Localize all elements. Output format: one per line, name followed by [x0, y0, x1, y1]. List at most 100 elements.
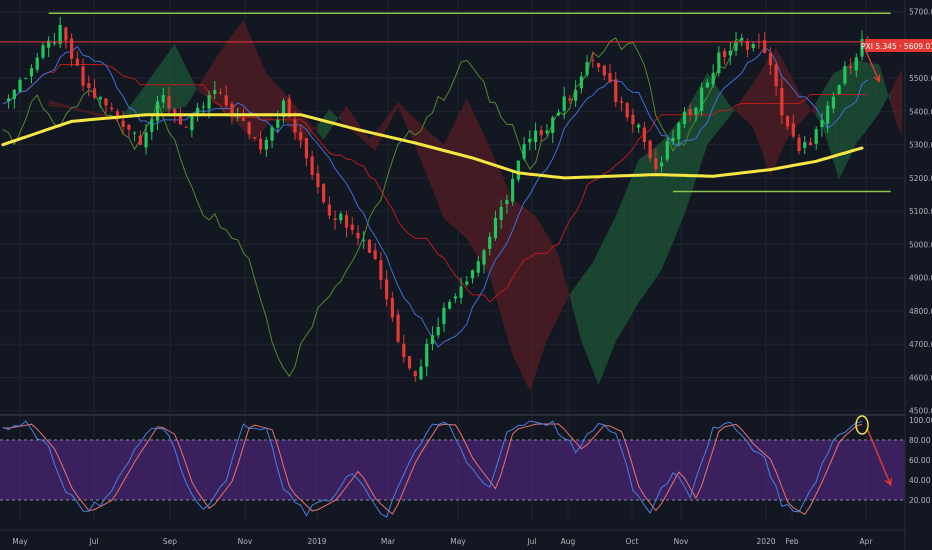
cloud-segment — [627, 173, 633, 323]
candle-body — [533, 130, 538, 143]
price-tick-label: 4800.00 — [909, 307, 932, 316]
price-axis[interactable]: 5700.005600.005500.005400.005300.005200.… — [909, 8, 932, 416]
cloud-segment — [335, 114, 341, 123]
candle-body — [585, 62, 589, 75]
cloud-segment — [403, 107, 410, 134]
candle-body — [161, 95, 165, 103]
horizontal-levels[interactable] — [0, 12, 905, 193]
cloud-segment — [432, 134, 439, 204]
cloud-segment — [168, 43, 175, 112]
cloud-segment — [753, 73, 759, 144]
stoch-tick-label: 80.00 — [909, 436, 931, 445]
candle-body — [333, 218, 337, 221]
indicator-lines — [2, 37, 869, 378]
price-tick-label: 5000.00 — [909, 240, 932, 249]
candle-body — [848, 66, 853, 69]
time-axis[interactable]: May Jul Sep Nov 2019 Mar May Jul Aug Oct Nov 2020 Fe… — [0, 529, 905, 546]
last-price-tag-bg — [865, 39, 932, 52]
stochastic-panel — [0, 415, 905, 518]
time-tick-label: May — [450, 537, 466, 546]
cloud-segment — [690, 93, 696, 197]
last-price-tag: PXI 5.345 · 5609.01 — [861, 39, 932, 52]
candle-body — [545, 130, 549, 134]
price-tick-label: 5400.00 — [909, 107, 932, 116]
candle-body — [350, 224, 354, 230]
candle-body — [568, 98, 572, 101]
time-tick-label: Apr — [860, 537, 874, 546]
candle-body — [619, 101, 624, 103]
candle-body — [299, 132, 303, 140]
time-tick-label: Aug — [561, 537, 576, 546]
time-tick-label: Jul — [526, 537, 536, 546]
candle-body — [81, 66, 85, 86]
stochastic-axis[interactable]: 100.00 80.00 60.00 40.00 20.00 — [909, 416, 932, 505]
cloud-segment — [552, 244, 559, 329]
last-price-tag-text: PXI 5.345 · 5609.01 — [861, 42, 932, 51]
candle-body — [740, 37, 744, 41]
cloud-segment — [398, 102, 404, 120]
candle-body — [379, 260, 383, 280]
price-tick-label: 5100.00 — [909, 207, 932, 216]
candle-body — [625, 102, 629, 118]
cloud-segment — [272, 79, 278, 118]
candle-body — [665, 141, 669, 160]
cloud-segment — [443, 132, 450, 224]
candle-body — [556, 112, 561, 116]
time-tick-label: Feb — [785, 537, 799, 546]
cloud-segment — [231, 27, 238, 125]
candle-body — [631, 114, 635, 125]
price-tick-label: 4600.00 — [909, 373, 932, 382]
candle-body — [488, 236, 492, 249]
cloud-segment — [518, 203, 525, 380]
cloud-segment — [587, 262, 593, 371]
cloud-segment — [438, 139, 444, 219]
candle-body — [591, 59, 595, 61]
price-tick-label: 5700.00 — [909, 8, 932, 17]
candle-body — [327, 204, 331, 216]
candle-body — [539, 130, 543, 136]
candle-body — [722, 50, 727, 58]
candle-body — [700, 87, 704, 111]
cloud-segment — [409, 113, 416, 147]
candle-body — [671, 137, 675, 142]
candle-body — [831, 96, 836, 109]
price-annotations[interactable] — [861, 41, 881, 83]
candle-body — [728, 50, 732, 56]
candle-body — [47, 40, 51, 48]
candle-body — [259, 138, 263, 150]
candle-body — [167, 96, 171, 109]
cloud-segment — [363, 131, 370, 147]
cloud-segment — [186, 67, 192, 107]
candle-body — [281, 100, 286, 117]
cloud-segment — [598, 239, 605, 386]
cloud-segment — [856, 59, 863, 144]
candle-body — [339, 213, 343, 221]
cloud-segment — [764, 56, 771, 177]
cloud-segment — [873, 63, 880, 121]
annotation-arrow-0-shaft — [861, 41, 880, 82]
cloud-segment — [592, 250, 599, 386]
candle-body — [344, 215, 349, 228]
candle-body — [201, 106, 205, 108]
candle-body — [785, 116, 790, 127]
ma200-line — [1, 113, 864, 180]
cloud-segment — [615, 202, 622, 342]
candle-body — [459, 286, 463, 298]
candle-body — [579, 76, 583, 89]
candle-body — [144, 132, 148, 148]
lagging-span-line — [2, 37, 742, 378]
price-tick-label: 5200.00 — [909, 174, 932, 183]
candle-body — [780, 88, 784, 116]
candle-body — [52, 42, 57, 44]
cloud-segment — [862, 61, 868, 137]
candle-body — [402, 343, 406, 358]
candle-body — [528, 138, 532, 143]
candle-body — [287, 98, 291, 118]
cloud-segment — [524, 207, 530, 392]
candle-body — [362, 239, 366, 241]
candle-body — [218, 92, 223, 94]
candle-body — [316, 173, 320, 188]
cloud-segment — [489, 147, 496, 296]
cloud-segment — [506, 186, 513, 355]
